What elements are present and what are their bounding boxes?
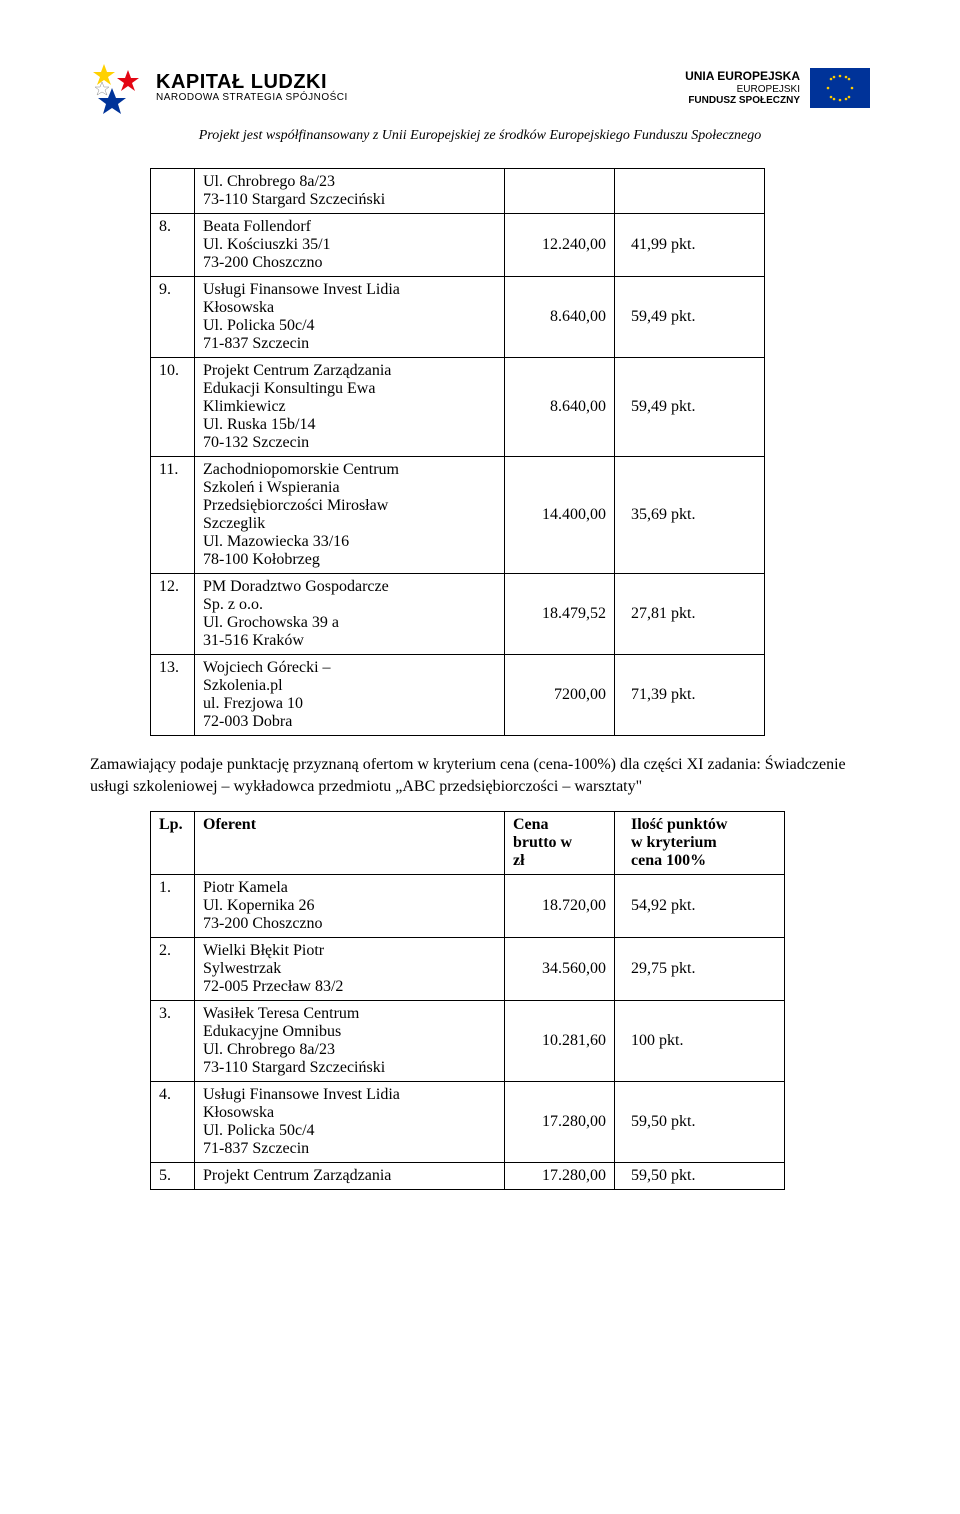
th-ilosc: Ilość punktóww kryteriumcena 100% — [615, 812, 785, 875]
table-row: 11.Zachodniopomorskie CentrumSzkoleń i W… — [151, 457, 765, 574]
table-row: 10.Projekt Centrum ZarządzaniaEdukacji K… — [151, 358, 765, 457]
cell-desc: Ul. Chrobrego 8a/2373-110 Stargard Szcze… — [195, 169, 505, 214]
cell-num: 5. — [151, 1163, 195, 1190]
cell-value: 14.400,00 — [505, 457, 615, 574]
eu-line1: UNIA EUROPEJSKA — [685, 70, 800, 83]
project-cofinance-note: Projekt jest współfinansowany z Unii Eur… — [90, 128, 870, 144]
scores-table-1: Ul. Chrobrego 8a/2373-110 Stargard Szcze… — [150, 168, 765, 736]
cell-points: 27,81 pkt. — [615, 574, 765, 655]
cell-num: 1. — [151, 875, 195, 938]
kapital-text: KAPITAŁ LUDZKI NARODOWA STRATEGIA SPÓJNO… — [156, 72, 348, 104]
cell-num: 13. — [151, 655, 195, 736]
table-row: 3.Wasiłek Teresa CentrumEdukacyjne Omnib… — [151, 1001, 785, 1082]
cell-points: 35,69 pkt. — [615, 457, 765, 574]
cell-points — [615, 169, 765, 214]
cell-value: 34.560,00 — [505, 938, 615, 1001]
cell-desc: Piotr KamelaUl. Kopernika 2673-200 Chosz… — [195, 875, 505, 938]
cell-value: 7200,00 — [505, 655, 615, 736]
kapital-ludzki-logo: KAPITAŁ LUDZKI NARODOWA STRATEGIA SPÓJNO… — [90, 60, 348, 116]
cell-value: 18.479,52 — [505, 574, 615, 655]
table-row: 12.PM Doradztwo GospodarczeSp. z o.o.Ul.… — [151, 574, 765, 655]
cell-value — [505, 169, 615, 214]
cell-points: 59,50 pkt. — [615, 1082, 785, 1163]
cell-value: 10.281,60 — [505, 1001, 615, 1082]
eu-flag-icon — [810, 68, 870, 108]
cell-num: 8. — [151, 214, 195, 277]
star-cluster-icon — [90, 60, 146, 116]
cell-value: 17.280,00 — [505, 1082, 615, 1163]
table-row: 5.Projekt Centrum Zarządzania17.280,0059… — [151, 1163, 785, 1190]
cell-value: 17.280,00 — [505, 1163, 615, 1190]
eu-logo: UNIA EUROPEJSKA EUROPEJSKI FUNDUSZ SPOŁE… — [685, 68, 870, 108]
cell-desc: PM Doradztwo GospodarczeSp. z o.o.Ul. Gr… — [195, 574, 505, 655]
th-cena: Cenabrutto wzł — [505, 812, 615, 875]
cell-desc: Zachodniopomorskie CentrumSzkoleń i Wspi… — [195, 457, 505, 574]
table-row: 2.Wielki Błękit PiotrSylwestrzak72-005 P… — [151, 938, 785, 1001]
table2-header-row: Lp. Oferent Cenabrutto wzł Ilość punktów… — [151, 812, 785, 875]
cell-points: 59,50 pkt. — [615, 1163, 785, 1190]
criteria-paragraph: Zamawiający podaje punktację przyznaną o… — [90, 754, 870, 797]
cell-points: 59,49 pkt. — [615, 358, 765, 457]
cell-desc: Beata FollendorfUl. Kościuszki 35/173-20… — [195, 214, 505, 277]
table-row: Ul. Chrobrego 8a/2373-110 Stargard Szcze… — [151, 169, 765, 214]
header-logos: KAPITAŁ LUDZKI NARODOWA STRATEGIA SPÓJNO… — [90, 60, 870, 116]
table-row: 8.Beata FollendorfUl. Kościuszki 35/173-… — [151, 214, 765, 277]
eu-text: UNIA EUROPEJSKA EUROPEJSKI FUNDUSZ SPOŁE… — [685, 70, 800, 105]
cell-num: 3. — [151, 1001, 195, 1082]
cell-points: 29,75 pkt. — [615, 938, 785, 1001]
cell-num: 12. — [151, 574, 195, 655]
cell-points: 59,49 pkt. — [615, 277, 765, 358]
table-row: 4.Usługi Finansowe Invest LidiaKłosowska… — [151, 1082, 785, 1163]
table-row: 13.Wojciech Górecki –Szkolenia.plul. Fre… — [151, 655, 765, 736]
cell-desc: Usługi Finansowe Invest LidiaKłosowskaUl… — [195, 277, 505, 358]
cell-points: 71,39 pkt. — [615, 655, 765, 736]
th-oferent: Oferent — [195, 812, 505, 875]
page: KAPITAŁ LUDZKI NARODOWA STRATEGIA SPÓJNO… — [0, 0, 960, 1250]
eu-line3: FUNDUSZ SPOŁECZNY — [685, 95, 800, 106]
scores-table-2: Lp. Oferent Cenabrutto wzł Ilość punktów… — [150, 811, 785, 1190]
cell-desc: Usługi Finansowe Invest LidiaKłosowskaUl… — [195, 1082, 505, 1163]
cell-points: 54,92 pkt. — [615, 875, 785, 938]
cell-desc: Wojciech Górecki –Szkolenia.plul. Frezjo… — [195, 655, 505, 736]
cell-points: 100 pkt. — [615, 1001, 785, 1082]
cell-desc: Wasiłek Teresa CentrumEdukacyjne Omnibus… — [195, 1001, 505, 1082]
table-row: 9.Usługi Finansowe Invest LidiaKłosowska… — [151, 277, 765, 358]
cell-value: 12.240,00 — [505, 214, 615, 277]
table-row: 1.Piotr KamelaUl. Kopernika 2673-200 Cho… — [151, 875, 785, 938]
cell-num: 11. — [151, 457, 195, 574]
cell-num — [151, 169, 195, 214]
cell-value: 8.640,00 — [505, 358, 615, 457]
cell-value: 8.640,00 — [505, 277, 615, 358]
cell-num: 10. — [151, 358, 195, 457]
cell-desc: Projekt Centrum ZarządzaniaEdukacji Kons… — [195, 358, 505, 457]
cell-num: 4. — [151, 1082, 195, 1163]
cell-num: 9. — [151, 277, 195, 358]
cell-desc: Wielki Błękit PiotrSylwestrzak72-005 Prz… — [195, 938, 505, 1001]
cell-points: 41,99 pkt. — [615, 214, 765, 277]
cell-value: 18.720,00 — [505, 875, 615, 938]
cell-num: 2. — [151, 938, 195, 1001]
th-lp: Lp. — [151, 812, 195, 875]
kapital-title: KAPITAŁ LUDZKI — [156, 72, 348, 93]
eu-line2: EUROPEJSKI — [685, 84, 800, 95]
kapital-subtitle: NARODOWA STRATEGIA SPÓJNOŚCI — [156, 93, 348, 104]
cell-desc: Projekt Centrum Zarządzania — [195, 1163, 505, 1190]
